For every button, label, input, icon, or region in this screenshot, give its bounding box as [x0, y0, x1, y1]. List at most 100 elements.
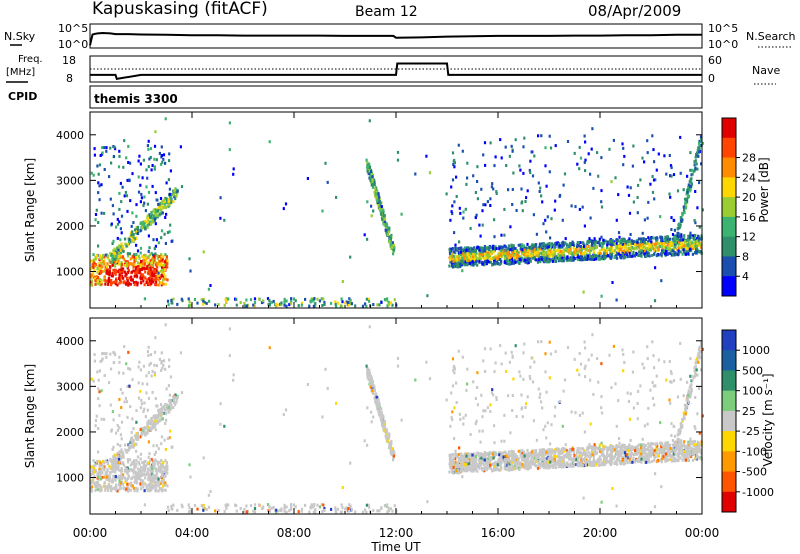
heatmap-cell: [530, 249, 533, 253]
heatmap-cell: [530, 150, 533, 154]
heatmap-cell: [132, 475, 135, 479]
heatmap-cell: [117, 454, 120, 458]
heatmap-cell: [94, 483, 97, 487]
heatmap-cell: [681, 252, 684, 256]
heatmap-cell: [149, 275, 152, 279]
heatmap-cell: [127, 240, 131, 243]
heatmap-cell: [133, 274, 136, 278]
heatmap-cell: [618, 235, 621, 239]
heatmap-cell: [101, 352, 104, 356]
heatmap-cell: [591, 257, 594, 261]
heatmap-cell: [137, 365, 140, 369]
heatmap-cell: [207, 287, 210, 291]
heatmap-cell: [135, 432, 138, 436]
heatmap-cell: [154, 263, 157, 267]
heatmap-cell: [454, 251, 457, 255]
heatmap-cell: [503, 233, 506, 237]
heatmap-cell: [556, 253, 560, 257]
heatmap-cell: [157, 408, 160, 412]
heatmap-cell: [124, 396, 127, 400]
heatmap-cell: [149, 459, 152, 463]
heatmap-cell: [118, 397, 121, 401]
heatmap-cell: [510, 262, 513, 266]
heatmap-cell: [285, 505, 288, 509]
heatmap-cell: [541, 200, 544, 204]
heatmap-cell: [380, 506, 383, 510]
heatmap-cell: [131, 278, 134, 282]
heatmap-cell: [174, 396, 177, 400]
heatmap-cell: [111, 410, 114, 414]
heatmap-cell: [120, 448, 123, 452]
heatmap-cell: [385, 432, 388, 436]
heatmap-cell: [163, 198, 166, 202]
heatmap-cell: [545, 230, 548, 234]
heatmap-cell: [124, 242, 127, 246]
heatmap-cell: [385, 429, 388, 433]
heatmap-cell: [160, 273, 163, 277]
heatmap-cell: [499, 138, 502, 142]
heatmap-cell: [565, 242, 568, 246]
noise-sky-series: [89, 31, 702, 46]
heatmap-cell: [135, 476, 138, 480]
heatmap-cell: [164, 260, 167, 264]
velocity-heatmap: [90, 323, 704, 515]
heatmap-cell: [153, 453, 156, 457]
heatmap-cell: [166, 265, 169, 269]
heatmap-cell: [373, 181, 376, 184]
heatmap-cell: [97, 427, 100, 430]
heatmap-cell: [156, 460, 159, 464]
heatmap-cell: [135, 280, 138, 284]
heatmap-cell: [243, 302, 246, 305]
heatmap-cell: [458, 258, 461, 262]
heatmap-cell: [158, 461, 161, 464]
heatmap-cell: [425, 154, 428, 158]
heatmap-cell: [663, 238, 666, 242]
heatmap-cell: [661, 249, 664, 253]
heatmap-cell: [113, 463, 116, 467]
heatmap-cell: [499, 253, 502, 257]
heatmap-cell: [677, 231, 680, 235]
heatmap-cell: [163, 469, 166, 473]
heatmap-cell: [111, 463, 114, 467]
heatmap-cell: [682, 205, 685, 209]
heatmap-cell: [143, 401, 146, 405]
heatmap-cell: [539, 255, 543, 259]
heatmap-cell: [145, 185, 148, 189]
heatmap-cell: [628, 251, 631, 255]
heatmap-cell: [500, 156, 503, 160]
heatmap-cell: [176, 397, 179, 401]
heatmap-cell: [679, 238, 682, 242]
heatmap-cell: [511, 259, 514, 263]
heatmap-cell: [521, 200, 524, 204]
heatmap-cell: [644, 238, 647, 241]
heatmap-cell: [108, 175, 111, 179]
heatmap-cell: [617, 252, 620, 256]
heatmap-cell: [270, 506, 273, 510]
heatmap-cell: [101, 151, 104, 155]
heatmap-cell: [669, 241, 672, 244]
heatmap-cell: [461, 261, 464, 265]
heatmap-cell: [163, 268, 166, 272]
heatmap-cell: [126, 252, 130, 256]
heatmap-cell: [463, 257, 466, 261]
heatmap-cell: [537, 258, 540, 262]
heatmap-cell: [463, 252, 466, 256]
heatmap-cell: [492, 250, 495, 254]
noise-left-tick-bottom: 10^0: [58, 38, 88, 51]
heatmap-cell: [615, 241, 618, 245]
heatmap-cell: [136, 271, 139, 274]
heatmap-cell: [372, 209, 375, 213]
heatmap-cell: [655, 168, 658, 172]
heatmap-cell: [92, 273, 95, 277]
heatmap-cell: [130, 439, 133, 443]
heatmap-cell: [528, 257, 531, 261]
heatmap-cell: [135, 472, 138, 475]
heatmap-cell: [189, 509, 192, 513]
heatmap-cell: [144, 432, 147, 436]
heatmap-cell: [151, 477, 154, 481]
heatmap-cell: [592, 241, 595, 245]
heatmap-cell: [616, 239, 620, 243]
noise-right-tick-top: 10^5: [708, 22, 738, 35]
heatmap-cell: [643, 218, 646, 222]
